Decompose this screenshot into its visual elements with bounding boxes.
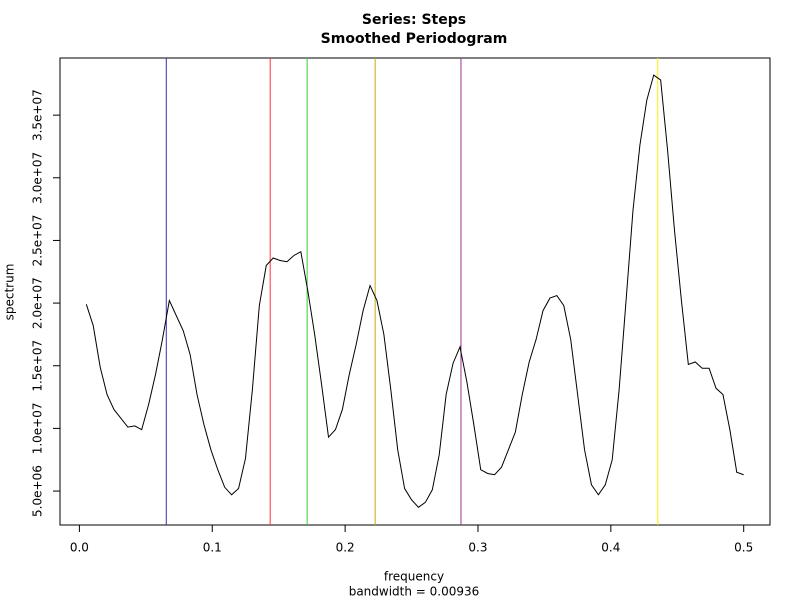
y-tick-label: 5.0e+06: [31, 465, 45, 517]
chart-title: Series: Steps: [362, 12, 466, 28]
y-tick-label: 1.0e+07: [31, 402, 45, 454]
y-tick-label: 3.0e+07: [31, 152, 45, 204]
x-tick-label: 0.4: [601, 541, 620, 555]
x-tick-label: 0.1: [203, 541, 222, 555]
spectrum-line: [85, 74, 744, 508]
chart-subtitle: Smoothed Periodogram: [321, 31, 508, 47]
y-tick-label: 1.5e+07: [31, 340, 45, 392]
x-axis-sublabel: bandwidth = 0.00936: [349, 585, 480, 599]
x-tick-label: 0.3: [468, 541, 487, 555]
x-tick-label: 0.2: [336, 541, 355, 555]
x-tick-label: 0.5: [734, 541, 753, 555]
x-tick-label: 0.0: [70, 541, 89, 555]
y-tick-label: 3.5e+07: [31, 89, 45, 141]
plot-frame: [59, 57, 771, 526]
y-axis-label: spectrum: [3, 264, 17, 321]
x-axis-label: frequency: [384, 570, 444, 584]
y-tick-label: 2.5e+07: [31, 215, 45, 267]
y-tick-label: 2.0e+07: [31, 277, 45, 329]
